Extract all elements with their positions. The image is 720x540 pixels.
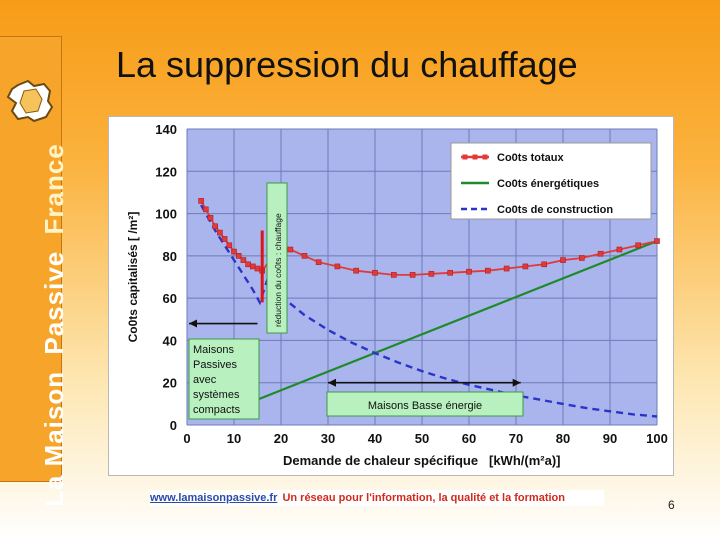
series-point-totaux (315, 259, 322, 265)
series-point-totaux (334, 263, 341, 270)
legend-entry: Co0ts de construction (497, 204, 613, 216)
y-tick-label: 40 (163, 333, 177, 348)
x-axis-label: Demande de chaleur spécifique (283, 453, 478, 468)
series-point-totaux (231, 248, 237, 255)
brand-word-france: France (39, 143, 69, 235)
passive-label-line: compacts (193, 404, 241, 416)
legend-swatch-marker (482, 154, 488, 160)
x-axis-unit: [kWh/(m²a)] (489, 453, 561, 468)
series-point-totaux (390, 272, 397, 278)
series-point-totaux (221, 236, 228, 242)
legend-entry: Co0ts énergétiques (497, 178, 599, 190)
y-tick-label: 140 (155, 122, 177, 137)
series-point-totaux (240, 257, 247, 263)
heating-cut-label-box (266, 182, 288, 334)
series-point-totaux (245, 261, 251, 268)
low-energy-arrowhead-right (512, 378, 521, 387)
x-tick-label: 80 (556, 431, 570, 446)
x-tick-label: 40 (368, 431, 382, 446)
low-energy-label-box (326, 391, 524, 417)
heating-cut-label: réduction du co0ts : chauffage (273, 213, 283, 327)
france-map-logo (6, 79, 54, 123)
series-point-totaux (301, 253, 308, 259)
low-energy-label: Maisons Basse énergie (368, 400, 482, 412)
series-point-totaux (409, 272, 416, 278)
x-tick-label: 70 (509, 431, 523, 446)
x-tick-label: 90 (603, 431, 617, 446)
series-point-totaux (217, 229, 223, 236)
series-point-totaux (597, 250, 604, 257)
footer-bar: www.lamaisonpassive.fr Un réseau pour l'… (150, 490, 604, 506)
series-point-totaux (198, 198, 204, 204)
passive-label-line: systèmes (193, 389, 240, 401)
brand-vertical-text: La Maison Passive France (32, 127, 76, 507)
passive-label-line: Maisons (193, 344, 234, 356)
chart-panel: 0 10 20 30 40 50 60 70 80 90 100 0 20 40 60 80 100 120 140… (108, 116, 674, 476)
series-point-totaux (541, 261, 548, 268)
series-point-totaux (654, 238, 660, 244)
series-point-totaux (522, 263, 529, 270)
cost-chart: 0 10 20 30 40 50 60 70 80 90 100 0 20 40 60 80 100 120 140… (126, 122, 668, 468)
x-tick-label: 100 (646, 431, 668, 446)
passive-label-box (188, 338, 260, 420)
y-tick-label: 80 (163, 249, 177, 264)
y-tick-label: 100 (155, 207, 177, 222)
x-tick-label: 60 (462, 431, 476, 446)
series-point-totaux (226, 242, 233, 249)
series-point-totaux (635, 242, 642, 249)
brand-word-passive: Passive (39, 250, 69, 355)
footer-link[interactable]: www.lamaisonpassive.fr (150, 492, 278, 504)
brand-word-la-maison: La Maison (39, 370, 69, 507)
legend-swatch-marker (472, 154, 478, 160)
slide-title: La suppression du chauffage (116, 44, 578, 85)
y-tick-label: 0 (170, 418, 177, 433)
y-tick-label: 60 (163, 291, 177, 306)
series-point-totaux (372, 269, 378, 276)
series-point-totaux (235, 253, 242, 259)
x-tick-label: 10 (227, 431, 241, 446)
series-line-construction (200, 204, 658, 418)
series-point-totaux (203, 206, 209, 213)
y-tick-label: 20 (163, 376, 177, 391)
series-point-totaux (484, 267, 491, 274)
page-number: 6 (668, 498, 675, 512)
y-axis-label: Co0ts capitalisés [ /m²] (126, 212, 140, 343)
series-point-totaux (207, 215, 214, 221)
series-point-totaux (254, 265, 261, 272)
passive-label-line: avec (193, 374, 217, 386)
series-point-totaux (287, 246, 294, 253)
brand-strip: La Maison Passive France (0, 36, 69, 507)
series-line-energetiques (257, 240, 658, 401)
series-point-totaux (353, 267, 359, 274)
series-point-totaux (428, 271, 435, 277)
x-tick-label: 50 (415, 431, 429, 446)
series-point-totaux (503, 265, 510, 272)
x-tick-label: 30 (321, 431, 335, 446)
passive-range-arrowhead (189, 319, 197, 328)
legend-swatch-marker (462, 154, 468, 160)
x-tick-label: 0 (183, 431, 190, 446)
series-point-totaux (616, 246, 623, 253)
series-point-totaux (578, 255, 585, 261)
series-point-totaux (250, 263, 256, 270)
series-point-totaux (560, 257, 566, 263)
legend-entry: Co0ts totaux (497, 152, 565, 164)
y-tick-label: 120 (155, 164, 177, 179)
series-point-totaux (212, 223, 218, 230)
passive-label-line: Passives (193, 359, 238, 371)
low-energy-arrowhead-left (328, 378, 336, 387)
series-point-totaux (466, 268, 472, 275)
footer-tagline: Un réseau pour l'information, la qualité… (282, 492, 565, 504)
series-point-totaux (447, 269, 454, 276)
x-tick-label: 20 (274, 431, 288, 446)
